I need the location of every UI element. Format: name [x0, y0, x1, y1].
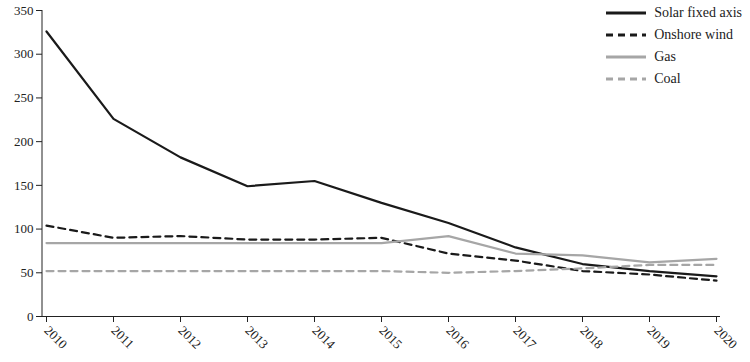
svg-text:300: 300 — [14, 46, 34, 61]
html-text:Onshore wind: Onshore wind — [654, 27, 734, 42]
html-text:Gas: Gas — [654, 49, 676, 64]
svg-text:350: 350 — [14, 3, 34, 18]
svg-text:2014: 2014 — [309, 323, 338, 352]
svg-text:2015: 2015 — [376, 323, 405, 352]
svg-text:2020: 2020 — [711, 323, 740, 352]
svg-text:100: 100 — [14, 221, 34, 236]
svg-text:2011: 2011 — [108, 323, 137, 352]
svg-text:2010: 2010 — [41, 323, 70, 352]
svg-text:150: 150 — [14, 178, 34, 193]
svg-text:2012: 2012 — [175, 323, 204, 352]
html-text:Solar fixed axis: Solar fixed axis — [654, 5, 742, 20]
svg-text:250: 250 — [14, 90, 34, 105]
svg-text:2016: 2016 — [443, 323, 472, 352]
svg-text:2019: 2019 — [644, 323, 673, 352]
html-text:Coal: Coal — [654, 71, 681, 86]
svg-text:2017: 2017 — [510, 323, 539, 352]
svg-text:50: 50 — [21, 265, 34, 280]
svg-text:2013: 2013 — [242, 323, 271, 352]
svg-text:2018: 2018 — [577, 323, 606, 352]
svg-text:200: 200 — [14, 134, 34, 149]
svg-text:0: 0 — [27, 309, 34, 324]
